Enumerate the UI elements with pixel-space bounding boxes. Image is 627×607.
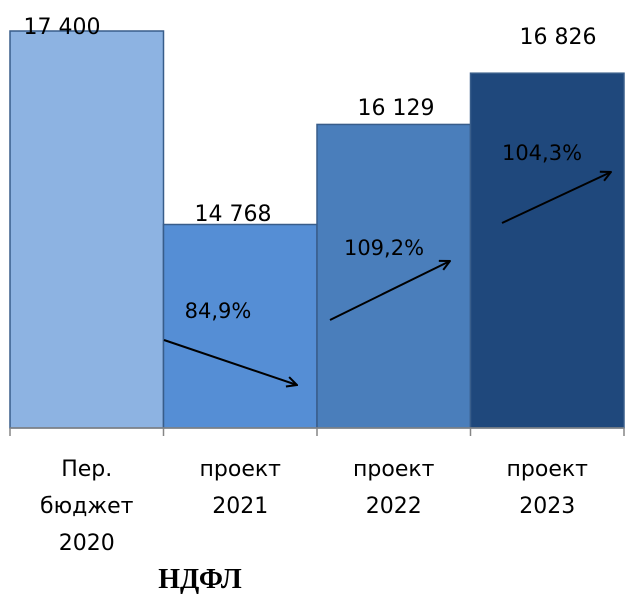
category-label-1-line-3: 2020: [59, 531, 115, 556]
category-label-2-line-1: проект: [200, 457, 282, 482]
value-label-2: 14 768: [195, 202, 272, 227]
growth-arrow-3: [501, 172, 611, 224]
bar-1: [9, 30, 165, 429]
value-label-4: 16 826: [520, 25, 597, 50]
bar-3: [316, 123, 472, 429]
value-label-1: 17 400: [24, 15, 101, 40]
category-label-3-line-1: проект: [353, 457, 435, 482]
growth-label-1: 84,9%: [185, 299, 252, 323]
growth-label-3: 104,3%: [502, 141, 582, 165]
category-label-2-line-2: 2021: [212, 494, 268, 519]
growth-arrow-1: [163, 339, 297, 385]
category-label-1-line-1: Пер.: [61, 457, 112, 482]
bar-4: [469, 72, 625, 429]
category-label-4-line-1: проект: [507, 457, 589, 482]
chart-title: НДФЛ: [158, 564, 242, 595]
category-label-4-line-2: 2023: [519, 494, 575, 519]
bar-2: [162, 223, 318, 429]
growth-label-2: 109,2%: [344, 236, 424, 260]
category-label-3-line-2: 2022: [366, 494, 422, 519]
growth-arrow-2: [329, 261, 450, 321]
value-label-3: 16 129: [358, 96, 435, 121]
category-label-1-line-2: бюджет: [40, 494, 134, 519]
